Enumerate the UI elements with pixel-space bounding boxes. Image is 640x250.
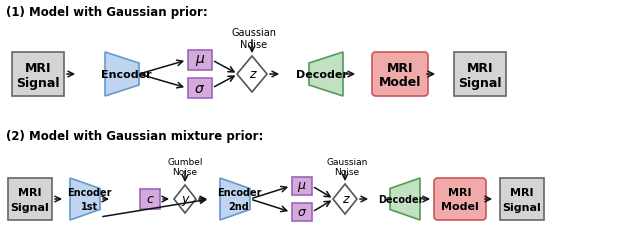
Text: c: c xyxy=(147,193,154,206)
Text: MRI: MRI xyxy=(467,61,493,74)
Text: Gumbel
Noise: Gumbel Noise xyxy=(167,157,203,177)
Polygon shape xyxy=(70,178,100,220)
Polygon shape xyxy=(174,185,196,213)
Text: $\sigma$: $\sigma$ xyxy=(297,206,307,219)
Polygon shape xyxy=(390,178,420,220)
Text: Model: Model xyxy=(441,201,479,211)
Polygon shape xyxy=(333,184,357,214)
Text: $\mu$: $\mu$ xyxy=(195,53,205,68)
Text: MRI: MRI xyxy=(25,61,51,74)
Text: MRI: MRI xyxy=(510,187,534,197)
Text: Encoder: Encoder xyxy=(67,187,111,197)
Text: Gaussian
Noise: Gaussian Noise xyxy=(232,28,276,50)
Text: $\mu$: $\mu$ xyxy=(297,179,307,193)
Text: $\sigma$: $\sigma$ xyxy=(195,82,205,96)
Text: Decoder: Decoder xyxy=(296,70,348,80)
Text: z: z xyxy=(249,68,255,81)
Text: Decoder: Decoder xyxy=(378,194,424,204)
Text: Signal: Signal xyxy=(16,76,60,89)
FancyBboxPatch shape xyxy=(454,53,506,96)
Polygon shape xyxy=(309,53,343,96)
Text: Signal: Signal xyxy=(502,202,541,212)
Text: Model: Model xyxy=(379,76,421,89)
Text: Signal: Signal xyxy=(458,76,502,89)
FancyBboxPatch shape xyxy=(188,51,212,71)
Text: Signal: Signal xyxy=(11,202,49,212)
FancyBboxPatch shape xyxy=(434,178,486,220)
Text: z: z xyxy=(342,193,348,206)
FancyBboxPatch shape xyxy=(140,189,160,209)
Text: MRI: MRI xyxy=(448,187,472,197)
Text: Encoder: Encoder xyxy=(100,70,151,80)
FancyBboxPatch shape xyxy=(292,177,312,195)
Text: 1st: 1st xyxy=(81,201,97,211)
FancyBboxPatch shape xyxy=(188,79,212,98)
Text: MRI: MRI xyxy=(387,61,413,74)
FancyBboxPatch shape xyxy=(292,203,312,221)
Text: y: y xyxy=(181,193,189,206)
Text: MRI: MRI xyxy=(19,187,42,197)
Text: 2nd: 2nd xyxy=(228,201,250,211)
FancyBboxPatch shape xyxy=(8,178,52,220)
FancyBboxPatch shape xyxy=(12,53,64,96)
Polygon shape xyxy=(105,53,139,96)
Text: Encoder: Encoder xyxy=(217,187,261,197)
Text: (1) Model with Gaussian prior:: (1) Model with Gaussian prior: xyxy=(6,6,208,19)
Polygon shape xyxy=(237,57,267,93)
Text: (2) Model with Gaussian mixture prior:: (2) Model with Gaussian mixture prior: xyxy=(6,130,264,142)
FancyBboxPatch shape xyxy=(372,53,428,96)
FancyBboxPatch shape xyxy=(500,178,544,220)
Polygon shape xyxy=(220,178,250,220)
Text: Gaussian
Noise: Gaussian Noise xyxy=(326,157,368,177)
